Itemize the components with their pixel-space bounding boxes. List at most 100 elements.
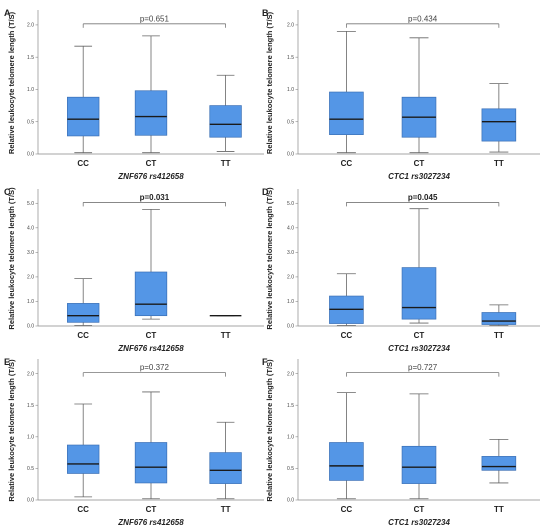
y-tick-label: 2.0 [287, 371, 294, 377]
box-iqr [134, 442, 168, 484]
box-iqr [329, 442, 364, 481]
y-tick-label: 0.0 [27, 498, 34, 504]
panel-letter: C [4, 187, 11, 197]
y-tick-label: 0.0 [27, 152, 34, 158]
y-tick-label: 4.0 [287, 226, 294, 232]
category-label: CT [414, 505, 425, 514]
x-axis-label: CTC1 rs3027234 [388, 344, 450, 353]
box-tt [481, 83, 517, 153]
category-label: TT [221, 159, 231, 168]
y-tick-label: 3.0 [287, 250, 294, 256]
category-label: CC [341, 505, 353, 514]
category-label: CT [414, 331, 425, 340]
p-value-label: p=0.727 [408, 363, 438, 372]
y-axis-label: Relative leukocyte telomere length (T/S) [7, 359, 16, 502]
box-ct [134, 391, 168, 500]
box-cc [67, 278, 100, 326]
category-label: TT [221, 505, 231, 514]
panel-letter: B [262, 8, 269, 18]
p-value-label: p=0.031 [140, 193, 170, 202]
box-iqr [67, 96, 100, 137]
y-axis-label: Relative leukocyte telomere length (T/S) [7, 187, 16, 330]
box-ct [134, 35, 168, 154]
category-label: CT [146, 159, 157, 168]
box-cc [329, 273, 364, 326]
y-axis-label: Relative leukocyte telomere length (T/S) [265, 11, 274, 154]
box-iqr [401, 445, 437, 484]
category-label: CT [414, 159, 425, 168]
category-label: TT [494, 331, 504, 340]
y-tick-label: 0.0 [27, 324, 34, 330]
box-cc [67, 403, 100, 498]
y-tick-label: 1.5 [287, 55, 294, 61]
box-cc [329, 392, 364, 500]
box-iqr [481, 312, 517, 325]
p-value-label: p=0.651 [140, 14, 170, 23]
y-tick-label: 2.0 [27, 23, 34, 29]
x-axis-label: ZNF676 rs412658 [117, 518, 184, 527]
y-axis-label: Relative leukocyte telomere length (T/S) [7, 11, 16, 154]
box-iqr [481, 108, 517, 142]
category-label: CC [341, 331, 353, 340]
y-tick-label: 4.0 [27, 226, 34, 232]
box-tt [481, 438, 517, 484]
y-tick-label: 1.0 [27, 299, 34, 305]
box-ct [401, 393, 437, 500]
panel-letter: E [4, 357, 10, 367]
y-tick-label: 5.0 [287, 201, 294, 207]
y-tick-label: 1.0 [27, 435, 34, 441]
category-label: TT [494, 159, 504, 168]
y-tick-label: 0.5 [27, 466, 34, 472]
box-tt [209, 421, 242, 500]
category-label: CT [146, 331, 157, 340]
panel-letter: A [4, 8, 11, 18]
panel-letter: F [262, 357, 268, 367]
y-tick-label: 1.5 [287, 403, 294, 409]
y-tick-label: 3.0 [27, 250, 34, 256]
y-tick-label: 1.0 [287, 299, 294, 305]
box-iqr [134, 271, 168, 317]
category-label: CT [146, 505, 157, 514]
box-tt [209, 74, 242, 152]
y-tick-label: 0.5 [27, 119, 34, 125]
y-tick-label: 2.0 [287, 23, 294, 29]
x-axis-label: CTC1 rs3027234 [388, 518, 450, 527]
y-tick-label: 2.0 [287, 275, 294, 281]
box-iqr [134, 90, 168, 136]
y-axis-label: Relative leukocyte telomere length (T/S) [265, 359, 274, 502]
box-ct [401, 208, 437, 324]
box-iqr [209, 105, 242, 138]
y-tick-label: 1.0 [287, 435, 294, 441]
y-tick-label: 1.5 [27, 55, 34, 61]
y-tick-label: 1.5 [27, 403, 34, 409]
p-value-label: p=0.434 [408, 14, 438, 23]
category-label: CC [77, 331, 89, 340]
box-tt [481, 304, 517, 326]
box-iqr [401, 267, 437, 320]
box-iqr [67, 303, 100, 323]
box-ct [401, 37, 437, 154]
category-label: CC [77, 159, 89, 168]
y-tick-label: 2.0 [27, 371, 34, 377]
box-iqr [329, 91, 364, 135]
y-tick-label: 0.0 [287, 152, 294, 158]
y-tick-label: 1.0 [27, 87, 34, 93]
panel-letter: D [262, 187, 269, 197]
y-tick-label: 0.0 [287, 324, 294, 330]
category-label: CC [341, 159, 353, 168]
y-tick-label: 0.5 [287, 119, 294, 125]
y-tick-label: 2.0 [27, 275, 34, 281]
p-value-label: p=0.045 [408, 193, 438, 202]
box-iqr [481, 456, 517, 471]
y-tick-label: 5.0 [27, 201, 34, 207]
x-axis-label: CTC1 rs3027234 [388, 172, 450, 181]
box-iqr [209, 452, 242, 484]
category-label: CC [77, 505, 89, 514]
box-cc [329, 30, 364, 154]
